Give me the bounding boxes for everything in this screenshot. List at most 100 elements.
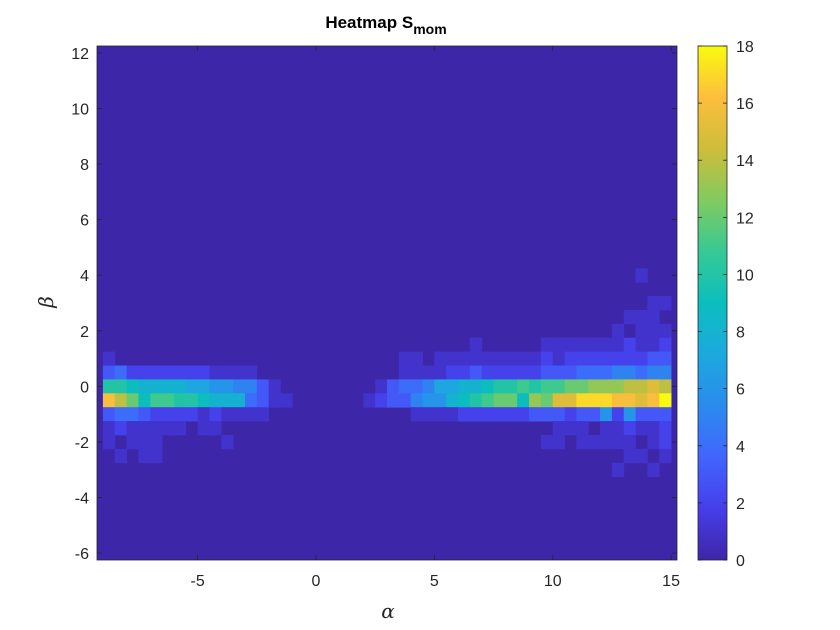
heatmap-cell [481, 351, 494, 366]
heatmap-cell [529, 351, 542, 366]
heatmap-cell [150, 393, 163, 408]
heatmap-cell [481, 379, 494, 394]
y-tick-label: -4 [75, 490, 89, 507]
heatmap-cell [138, 434, 151, 450]
heatmap-cell [446, 351, 459, 366]
x-tick-label: 0 [312, 573, 321, 590]
heatmap-cell [126, 379, 139, 394]
heatmap-cell [623, 309, 636, 325]
heatmap-cell [540, 434, 554, 450]
colorbar-tick-label: 10 [736, 267, 754, 284]
heatmap-cell [138, 421, 151, 436]
heatmap-cell [469, 407, 483, 422]
heatmap-cell [185, 407, 199, 422]
heatmap-cell [114, 393, 127, 408]
heatmap-cell [233, 393, 246, 408]
heatmap-cell [659, 365, 672, 380]
plot-frame [96, 45, 678, 561]
heatmap-cell [458, 393, 471, 408]
chart-title-subscript: mom [413, 21, 446, 37]
y-tick-label: 12 [71, 46, 89, 63]
heatmap-cell [529, 393, 542, 408]
heatmap-cell [540, 351, 554, 366]
heatmap-cell [221, 365, 234, 380]
heatmap-cell [635, 351, 648, 366]
heatmap-cell [635, 268, 648, 283]
heatmap-cell [564, 393, 577, 408]
heatmap-cell [635, 337, 648, 353]
heatmap-cell [552, 379, 565, 394]
heatmap-cell [422, 393, 435, 408]
heatmap-cell [162, 379, 175, 394]
heatmap-cell [635, 448, 648, 464]
heatmap-cell [469, 365, 483, 380]
heatmap-cell [647, 309, 660, 325]
heatmap-cell [481, 393, 494, 408]
y-tick-label: 2 [80, 324, 89, 341]
heatmap-cell [552, 421, 565, 436]
heatmap-cell [647, 434, 660, 450]
heatmap-cell [540, 379, 554, 394]
colorbar: 0 2 4 6 8 10 12 14 16 18 [697, 39, 754, 570]
heatmap-cell [659, 421, 672, 436]
y-tick-label: 10 [71, 102, 89, 119]
heatmap-cell [150, 365, 163, 380]
heatmap-cell [102, 407, 116, 422]
heatmap-cell [611, 462, 625, 478]
heatmap-cell [600, 337, 613, 353]
heatmap-cell [422, 407, 435, 422]
heatmap-cell [623, 393, 636, 408]
x-tick-label: 10 [544, 573, 562, 590]
heatmap-cell [102, 393, 116, 408]
heatmap-cell [552, 351, 565, 366]
heatmap-cell [138, 407, 151, 422]
heatmap-cell [434, 379, 447, 394]
heatmap-cell [647, 337, 660, 353]
heatmap-cell [588, 393, 601, 408]
heatmap-cell [600, 421, 613, 436]
heatmap-cell [446, 379, 459, 394]
heatmap-cell [552, 365, 565, 380]
colorbar-tick-label: 0 [736, 553, 745, 570]
heatmap-cell [434, 351, 447, 366]
heatmap-cell [493, 407, 506, 422]
heatmap-cell [150, 379, 163, 394]
heatmap-cell [221, 407, 234, 422]
heatmap-cell [611, 379, 625, 394]
y-tick-label: 8 [80, 157, 89, 174]
heatmap-cell [446, 407, 459, 422]
heatmap-cell [623, 351, 636, 366]
y-axis-label: β [34, 296, 58, 309]
heatmap-cell [173, 365, 187, 380]
colorbar-tick-label: 2 [736, 496, 745, 513]
heatmap-cell [623, 421, 636, 436]
heatmap-cell [647, 323, 660, 339]
heatmap-cell [469, 393, 483, 408]
heatmap-cell [635, 407, 648, 422]
heatmap-cell [623, 365, 636, 380]
heatmap-cell [138, 379, 151, 394]
heatmap-cell [256, 407, 270, 422]
heatmap-cell [126, 407, 139, 422]
heatmap-cell [635, 365, 648, 380]
heatmap-cell [540, 365, 554, 380]
heatmap-cell [126, 393, 139, 408]
heatmap-cell [185, 393, 199, 408]
heatmap-cell [540, 337, 554, 353]
heatmap-cell [114, 407, 127, 422]
heatmap-cell [162, 393, 175, 408]
heatmap-cell [162, 365, 175, 380]
heatmap-cell [611, 434, 625, 450]
heatmap-cell [540, 407, 554, 422]
colorbar-tick-label: 4 [736, 439, 745, 456]
colorbar-tick-label: 12 [736, 210, 754, 227]
heatmap-cell [434, 407, 447, 422]
heatmap-cell [623, 448, 636, 464]
y-tick-label: 6 [80, 213, 89, 230]
heatmap-cell [647, 393, 660, 408]
heatmap-cell [611, 337, 625, 353]
heatmap-cell [387, 379, 400, 394]
heatmap-cell [446, 393, 459, 408]
heatmap-cell [233, 365, 246, 380]
